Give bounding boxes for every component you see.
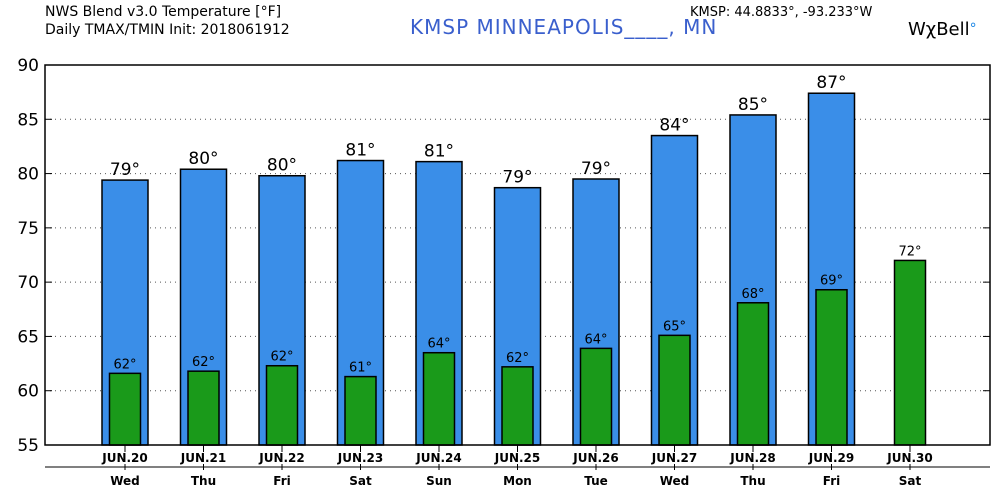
tmin-bar bbox=[501, 366, 534, 446]
x-day-label: Tue bbox=[584, 474, 608, 488]
tmin-bar bbox=[108, 372, 142, 446]
tmin-bar bbox=[658, 334, 691, 446]
tmax-label: 81° bbox=[424, 142, 454, 162]
x-day-label: Fri bbox=[273, 474, 290, 488]
chart-subtitle: Daily TMAX/TMIN Init: 2018061912 bbox=[45, 22, 290, 38]
tmin-label: 65° bbox=[663, 319, 686, 334]
x-tick-label: JUN.22 bbox=[258, 451, 305, 465]
x-day-label: Fri bbox=[823, 474, 840, 488]
tmin-label: 61° bbox=[349, 361, 372, 376]
tmin-bar bbox=[579, 347, 613, 446]
tmax-label: 79° bbox=[110, 160, 140, 180]
x-tick-label: JUN.30 bbox=[886, 451, 933, 465]
x-day-label: Sat bbox=[899, 474, 922, 488]
x-tick-label: JUN.29 bbox=[808, 451, 855, 465]
tmax-label: 79° bbox=[581, 159, 611, 179]
tmin-bar bbox=[815, 288, 848, 446]
y-tick-label: 70 bbox=[17, 273, 39, 293]
y-tick-label: 85 bbox=[17, 110, 39, 130]
tmax-label: 81° bbox=[345, 141, 375, 161]
x-tick-label: JUN.23 bbox=[337, 451, 384, 465]
brand-logo: WχBell° bbox=[908, 19, 977, 40]
brand-text: WχBell bbox=[908, 19, 970, 40]
tmax-label: 87° bbox=[816, 73, 846, 93]
x-tick-label: JUN.28 bbox=[729, 451, 776, 465]
y-tick-label: 80 bbox=[17, 165, 39, 185]
tmin-bar bbox=[265, 364, 299, 446]
tmin-bar bbox=[344, 375, 377, 446]
x-day-label: Thu bbox=[740, 474, 765, 488]
chart-title: NWS Blend v3.0 Temperature [°F] bbox=[45, 4, 282, 20]
y-tick-label: 75 bbox=[17, 219, 39, 239]
x-tick-label: JUN.26 bbox=[572, 451, 619, 465]
y-tick-label: 90 bbox=[17, 56, 39, 76]
x-day-label: Wed bbox=[110, 474, 140, 488]
plot-frame bbox=[44, 64, 991, 446]
tmin-label: 72° bbox=[898, 244, 921, 259]
tmin-label: 62° bbox=[270, 350, 293, 365]
y-tick-label: 65 bbox=[17, 327, 39, 347]
tmin-label: 62° bbox=[113, 357, 136, 372]
x-day-label: Thu bbox=[191, 474, 216, 488]
x-day-label: Sun bbox=[426, 474, 452, 488]
tmin-label: 68° bbox=[741, 287, 764, 302]
y-tick-label: 55 bbox=[17, 436, 39, 456]
tmin-label: 64° bbox=[584, 332, 607, 347]
tmax-label: 85° bbox=[738, 95, 768, 115]
tmin-bar bbox=[187, 370, 220, 446]
tmin-label: 69° bbox=[820, 274, 843, 289]
tmin-bar bbox=[422, 351, 456, 446]
tmin-label: 64° bbox=[427, 337, 450, 352]
x-day-label: Sat bbox=[349, 474, 372, 488]
x-tick-label: JUN.21 bbox=[180, 451, 227, 465]
x-tick-label: JUN.20 bbox=[101, 451, 148, 465]
x-tick-label: JUN.27 bbox=[651, 451, 698, 465]
tmin-bar bbox=[893, 259, 927, 446]
tmin-bar bbox=[736, 302, 770, 446]
tmax-label: 84° bbox=[659, 116, 689, 136]
y-tick-label: 60 bbox=[17, 382, 39, 402]
tmin-label: 62° bbox=[506, 351, 529, 366]
station-name: KMSP MINNEAPOLIS____, MN bbox=[410, 15, 718, 39]
x-day-label: Wed bbox=[660, 474, 690, 488]
station-coords: KMSP: 44.8833°, -93.233°W bbox=[690, 5, 873, 20]
tmax-label: 80° bbox=[267, 156, 297, 176]
tmax-label: 79° bbox=[502, 168, 532, 188]
x-day-label: Mon bbox=[503, 474, 532, 488]
tmax-label: 80° bbox=[188, 149, 218, 169]
x-tick-label: JUN.24 bbox=[415, 451, 462, 465]
tmin-label: 62° bbox=[192, 355, 215, 370]
x-tick-label: JUN.25 bbox=[494, 451, 541, 465]
brand-dot-icon: ° bbox=[969, 21, 977, 37]
